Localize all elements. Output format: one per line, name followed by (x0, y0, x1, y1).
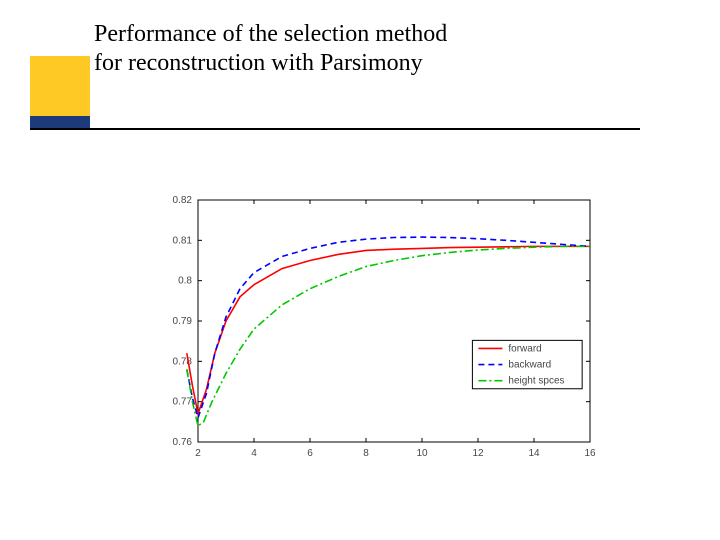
divider (30, 128, 640, 130)
svg-text:0.76: 0.76 (173, 437, 193, 448)
series-backward (187, 237, 590, 418)
svg-text:8: 8 (363, 448, 369, 459)
svg-text:0.8: 0.8 (178, 276, 192, 287)
title-line-2: for reconstruction with Parsimony (94, 49, 447, 78)
chart-container: 2468101214160.760.770.780.790.80.810.82f… (140, 190, 600, 470)
accent-square-yellow (30, 56, 90, 116)
svg-text:10: 10 (416, 448, 428, 459)
svg-text:0.82: 0.82 (173, 195, 193, 206)
svg-text:0.81: 0.81 (173, 235, 193, 246)
line-chart: 2468101214160.760.770.780.790.80.810.82f… (140, 190, 600, 470)
svg-text:16: 16 (584, 448, 596, 459)
page-title: Performance of the selection method for … (94, 20, 447, 78)
svg-text:6: 6 (307, 448, 313, 459)
slide: Performance of the selection method for … (0, 0, 720, 540)
svg-text:14: 14 (528, 448, 540, 459)
svg-text:4: 4 (251, 448, 257, 459)
svg-text:backward: backward (508, 360, 551, 371)
svg-text:12: 12 (472, 448, 484, 459)
accent-bar-navy (30, 116, 90, 128)
title-line-1: Performance of the selection method (94, 20, 447, 49)
series-height-spces (187, 246, 590, 425)
svg-text:0.79: 0.79 (173, 316, 193, 327)
svg-text:0.77: 0.77 (173, 397, 193, 408)
legend: forward backward height spces (472, 340, 582, 388)
svg-text:2: 2 (195, 448, 201, 459)
svg-text:height spces: height spces (508, 376, 564, 387)
svg-text:forward: forward (508, 343, 541, 354)
